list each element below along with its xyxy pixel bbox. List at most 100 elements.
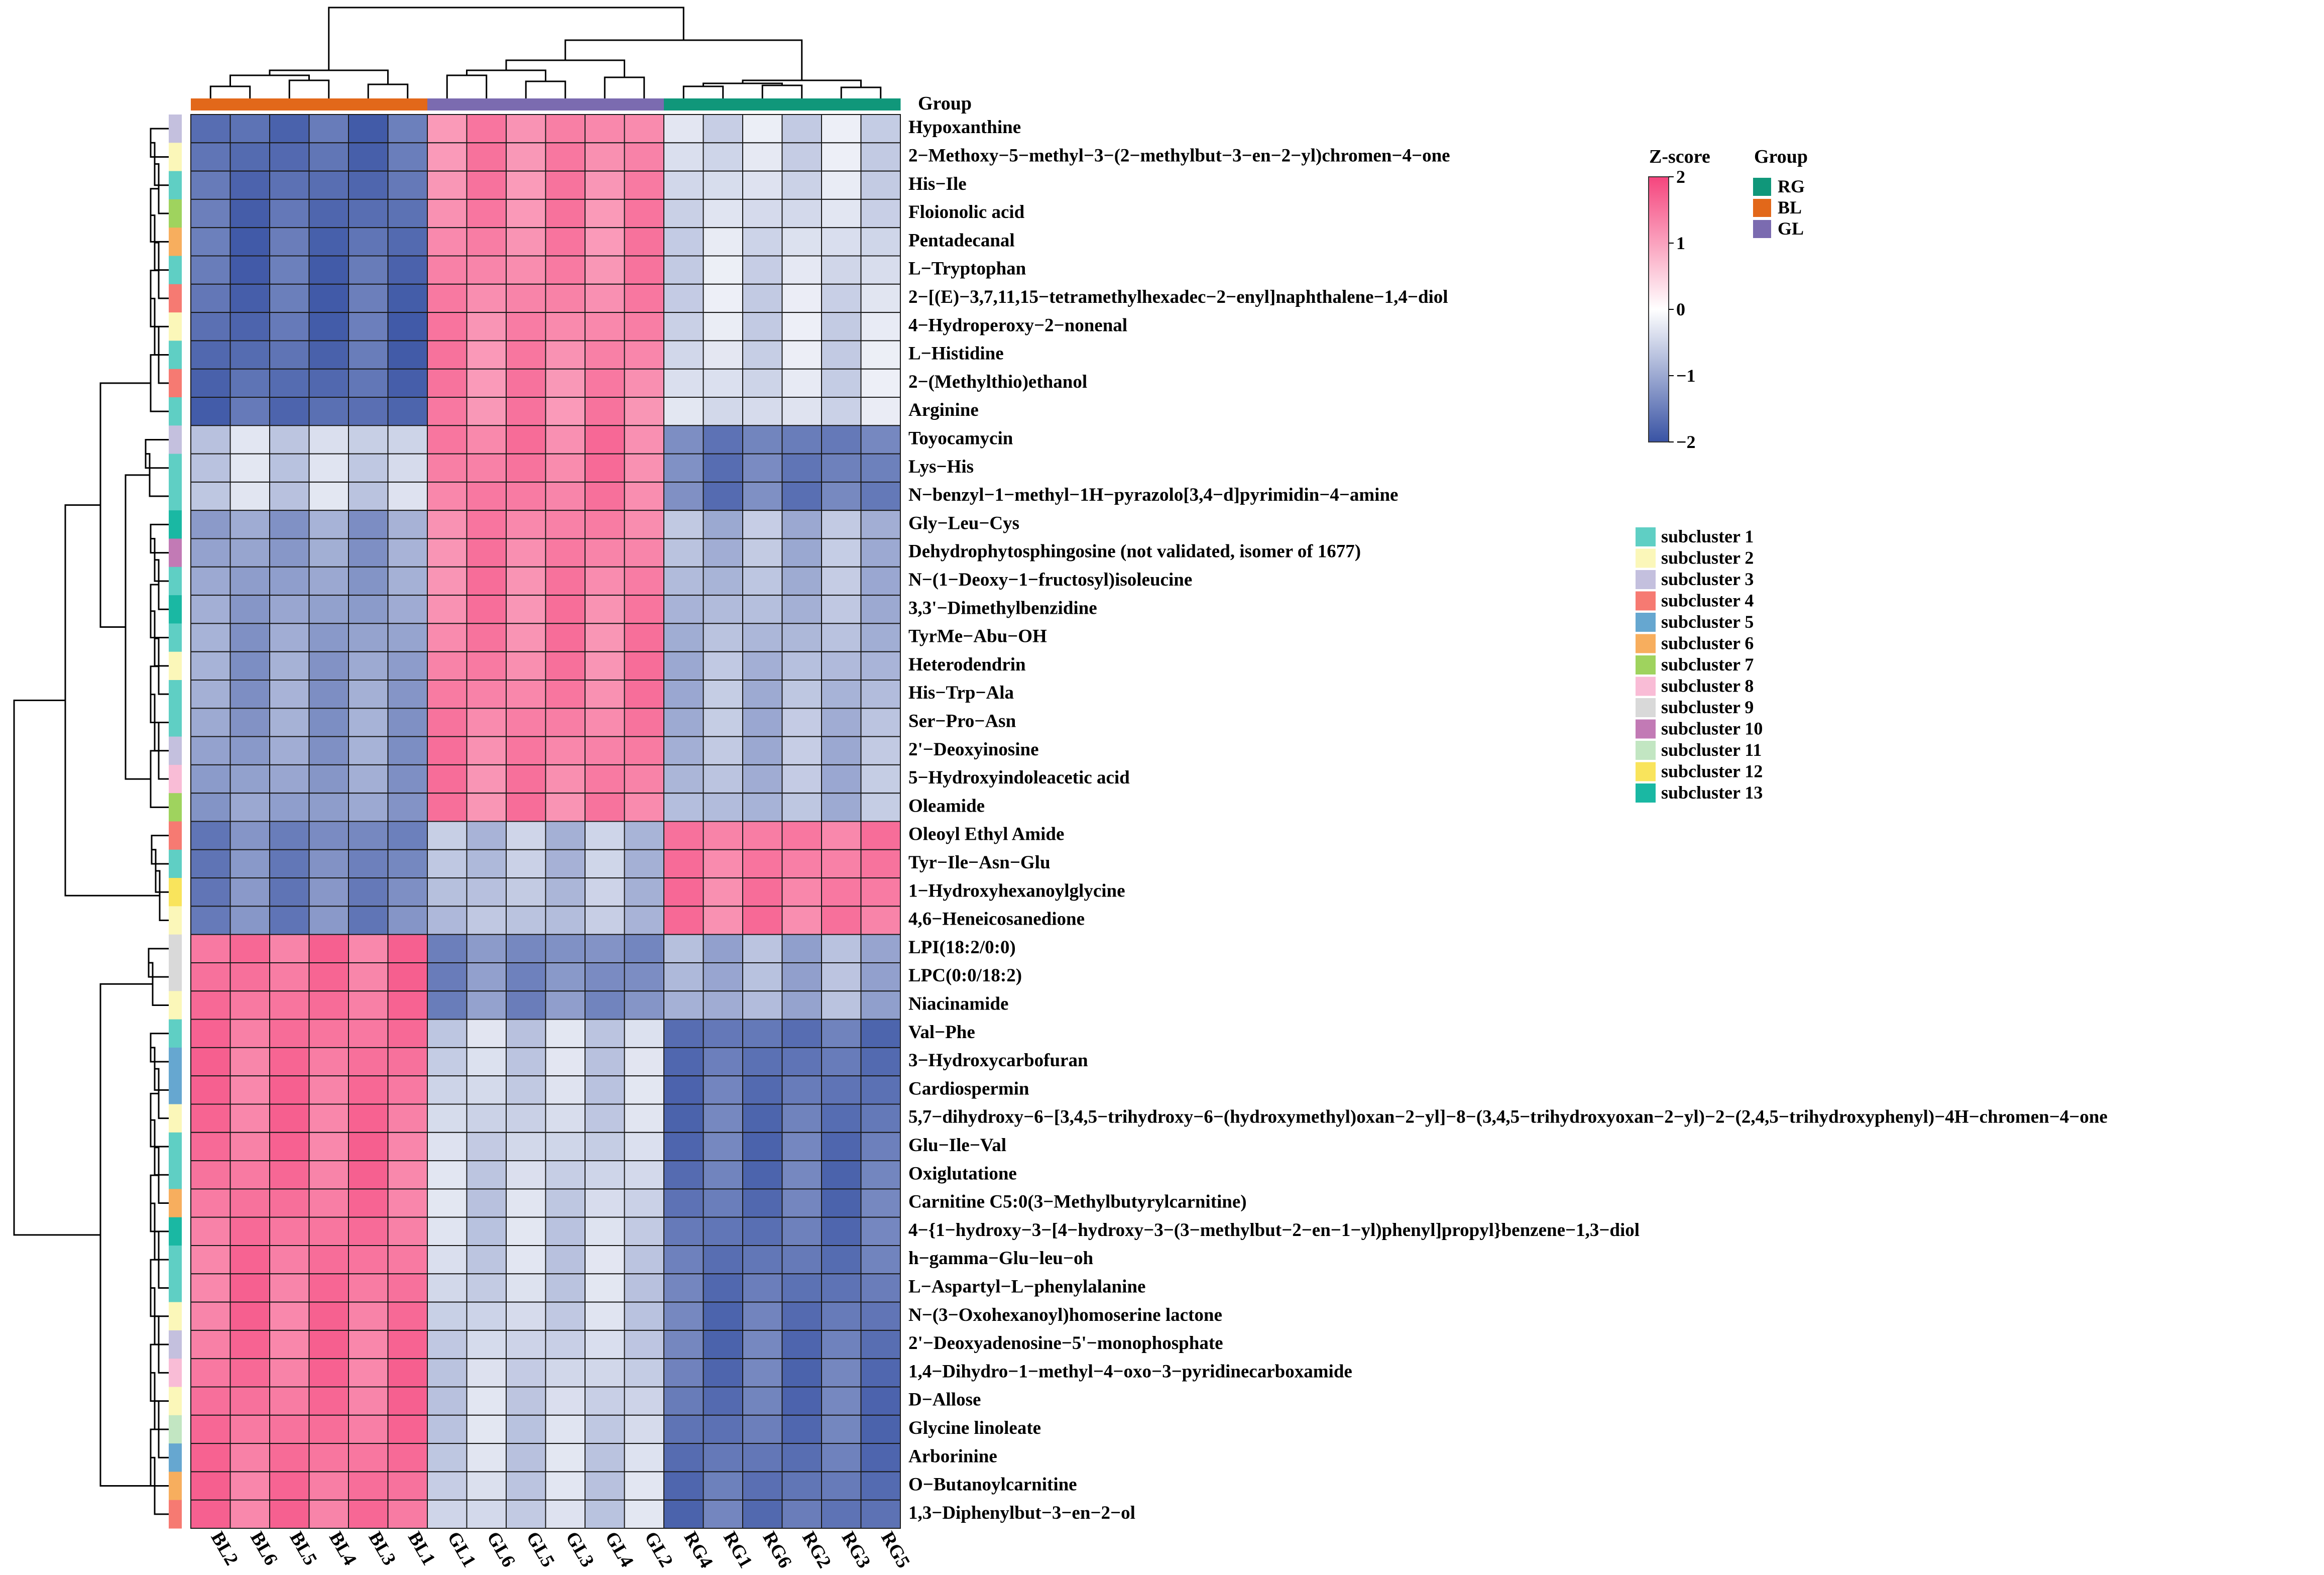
row-label: 4,6−Heneicosanedione xyxy=(908,909,1085,930)
heatmap-cell xyxy=(860,849,901,879)
heatmap-cell xyxy=(229,708,270,737)
heatmap-cell xyxy=(860,1160,901,1190)
group-bar-cell xyxy=(427,98,467,110)
heatmap-cell xyxy=(190,510,231,539)
heatmap-cell xyxy=(703,1273,743,1303)
heatmap-cell xyxy=(860,1329,901,1360)
heatmap-cell xyxy=(663,1019,704,1048)
dendrogram-branch xyxy=(525,80,566,98)
heatmap-cell xyxy=(506,990,546,1020)
heatmap-cell xyxy=(506,453,546,483)
heatmap-cell xyxy=(624,1188,664,1218)
heatmap-cell xyxy=(190,142,231,172)
heatmap-cell xyxy=(387,962,428,992)
heatmap-cell xyxy=(703,680,743,709)
heatmap-cell xyxy=(703,255,743,285)
heatmap-cell xyxy=(308,1301,349,1331)
subcluster-bar-cell xyxy=(169,143,182,172)
subcluster-bar-cell xyxy=(169,510,182,539)
heatmap-cell xyxy=(742,1103,783,1133)
group-bar-cell xyxy=(545,98,586,110)
heatmap-cell xyxy=(663,170,704,200)
row-label: L−Tryptophan xyxy=(908,259,1026,279)
subcluster-bar-cell xyxy=(169,849,182,878)
heatmap-cell xyxy=(229,1245,270,1275)
heatmap-cell xyxy=(427,1273,468,1303)
heatmap-cell xyxy=(703,1301,743,1331)
heatmap-cell xyxy=(585,793,625,822)
heatmap-cell xyxy=(742,1019,783,1048)
heatmap-cells xyxy=(190,114,901,1529)
heatmap-cell xyxy=(742,114,783,144)
heatmap-cell xyxy=(387,877,428,907)
column-label: RG1 xyxy=(719,1528,756,1572)
heatmap-cell xyxy=(781,397,822,426)
heatmap-cell xyxy=(860,595,901,624)
heatmap-cell xyxy=(821,623,862,652)
heatmap-cell xyxy=(624,708,664,737)
heatmap-cell xyxy=(545,1245,586,1275)
heatmap-cell xyxy=(387,708,428,737)
heatmap-cell xyxy=(308,1414,349,1444)
heatmap-cell xyxy=(663,425,704,455)
column-dendrogram xyxy=(209,7,882,98)
heatmap-cell xyxy=(703,1329,743,1360)
heatmap-cell xyxy=(703,877,743,907)
heatmap-cell xyxy=(663,255,704,285)
row-label: 4−{1−hydroxy−3−[4−hydroxy−3−(3−methylbut… xyxy=(908,1220,1640,1241)
heatmap-cell xyxy=(348,397,389,426)
subcluster-bar-cell xyxy=(169,312,182,341)
heatmap-cell xyxy=(229,142,270,172)
heatmap-cell xyxy=(624,170,664,200)
heatmap-cell xyxy=(703,1188,743,1218)
heatmap-cell xyxy=(308,680,349,709)
heatmap-cell xyxy=(269,1358,310,1388)
heatmap-cell xyxy=(624,1132,664,1162)
heatmap-cell xyxy=(348,1386,389,1416)
heatmap-cell xyxy=(506,1443,546,1473)
row-label: Lys−His xyxy=(908,457,974,477)
subcluster-bar-cell xyxy=(169,1132,182,1161)
heatmap-cell xyxy=(387,623,428,652)
heatmap-cell xyxy=(781,764,822,794)
row-label: h−gamma−Glu−leu−oh xyxy=(908,1248,1093,1269)
subcluster-legend-label: subcluster 8 xyxy=(1661,676,1754,696)
heatmap-cell xyxy=(781,1216,822,1246)
heatmap-cell xyxy=(860,793,901,822)
heatmap-cell xyxy=(190,651,231,681)
heatmap-cell xyxy=(663,906,704,935)
heatmap-cell xyxy=(506,793,546,822)
heatmap-cell xyxy=(624,962,664,992)
heatmap-cell xyxy=(190,1329,231,1360)
heatmap-cell xyxy=(229,1047,270,1077)
heatmap-cell xyxy=(506,255,546,285)
heatmap-cell xyxy=(545,651,586,681)
heatmap-cell xyxy=(269,1301,310,1331)
heatmap-cell xyxy=(506,1358,546,1388)
heatmap-cell xyxy=(427,198,468,229)
heatmap-cell xyxy=(229,1075,270,1105)
heatmap-cell xyxy=(821,340,862,370)
heatmap-cell xyxy=(624,510,664,539)
heatmap-cell xyxy=(466,142,507,172)
subcluster-bar-cell xyxy=(169,199,182,228)
heatmap-cell xyxy=(190,1075,231,1105)
row-label: Tyr−Ile−Asn−Glu xyxy=(908,852,1051,873)
heatmap-cell xyxy=(308,623,349,652)
heatmap-cell xyxy=(308,1273,349,1303)
heatmap-cell xyxy=(190,1047,231,1077)
heatmap-cell xyxy=(229,934,270,963)
row-label: 5,7−dihydroxy−6−[3,4,5−trihydroxy−6−(hyd… xyxy=(908,1107,2108,1128)
heatmap-cell xyxy=(545,1471,586,1501)
heatmap-cell xyxy=(427,821,468,850)
heatmap-cell xyxy=(229,368,270,398)
heatmap-cell xyxy=(269,990,310,1020)
heatmap-cell xyxy=(229,821,270,850)
heatmap-cell xyxy=(663,1414,704,1444)
group-bar-cell xyxy=(861,98,901,110)
heatmap-cell xyxy=(466,849,507,879)
heatmap-cell xyxy=(308,1019,349,1048)
heatmap-cell xyxy=(821,736,862,765)
subcluster-bar-cell xyxy=(169,1359,182,1387)
heatmap-cell xyxy=(860,1499,901,1529)
